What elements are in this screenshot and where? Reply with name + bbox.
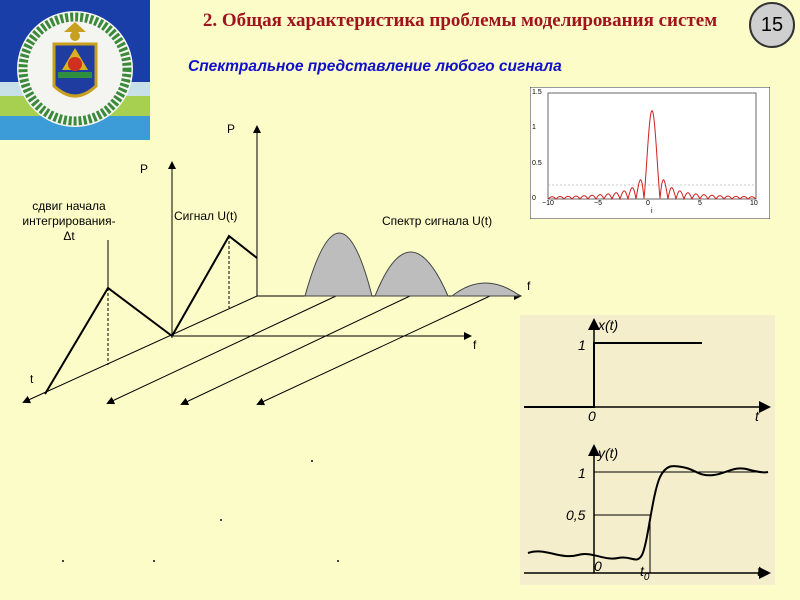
sinc-y-tick: 1 [532, 124, 536, 132]
axis-p-front-label: P [140, 162, 149, 176]
sinc-curve [547, 110, 757, 201]
shift-text: сдвиг начала интегрирования- [22, 199, 116, 228]
sinc-x-tick: −5 [594, 200, 602, 207]
top-zero-label: 0 [588, 408, 596, 424]
sinc-x-tick: −10 [542, 200, 554, 207]
axis-p-back-label: P [227, 122, 236, 136]
spectrum-label: Спектр сигнала U(t) [382, 214, 493, 228]
stray-dot [153, 560, 155, 562]
bottom-t0-label: t0 [640, 563, 649, 583]
sinc-x-tick: 5 [698, 200, 702, 207]
sinc-x-tick: 0 [646, 200, 650, 207]
stray-dot [220, 519, 222, 521]
shift-label: сдвиг начала интегрирования- Δt [4, 199, 134, 244]
emblem-logo [17, 11, 133, 127]
top-y-label: x(t) [598, 317, 619, 333]
delta-text: Δt [63, 229, 75, 243]
bottom-one-label: 1 [578, 465, 586, 481]
depth-line-3 [256, 295, 491, 406]
stray-dot [311, 460, 313, 462]
signal-label: Сигнал U(t) [174, 209, 238, 223]
slide-number-badge: 15 [749, 2, 795, 48]
t0-text: t [640, 563, 644, 579]
bottom-half-label: 0,5 [566, 507, 586, 523]
top-one-label: 1 [578, 337, 586, 353]
sinc-x-label: i [651, 208, 653, 215]
sinc-x-tick: 10 [750, 200, 758, 207]
sinc-y-tick: 0 [532, 195, 536, 202]
spectrum-hump-1 [304, 232, 373, 297]
sinc-y-tick: 1.5 [532, 89, 542, 96]
step-response-plot [520, 315, 775, 585]
f-back-label: f [527, 279, 531, 293]
bottom-t-label: t [757, 563, 761, 579]
step-input-line [524, 342, 702, 408]
top-t-label: t [755, 408, 759, 424]
stray-dot [337, 560, 339, 562]
page-title: 2. Общая характеристика проблемы моделир… [202, 10, 718, 31]
t-axis-label: t [30, 372, 34, 386]
stray-dot [62, 560, 64, 562]
bottom-y-label: y(t) [598, 445, 619, 461]
f-front-label: f [473, 338, 477, 352]
spectrum-hump-2 [374, 251, 449, 297]
signal-wave-back [171, 234, 258, 337]
depth-line-1 [106, 295, 337, 405]
sinc-y-tick: 0.5 [532, 159, 542, 167]
page-subtitle: Спектральное представление любого сигнал… [188, 58, 562, 75]
spectrum-hump-3 [450, 282, 522, 297]
t0-subscript: 0 [643, 571, 650, 583]
sinc-plot [530, 87, 770, 219]
bottom-zero-label: 0 [594, 558, 602, 574]
depth-line-2 [180, 295, 411, 406]
step-response-curve [527, 465, 769, 561]
t-axis [22, 295, 258, 404]
